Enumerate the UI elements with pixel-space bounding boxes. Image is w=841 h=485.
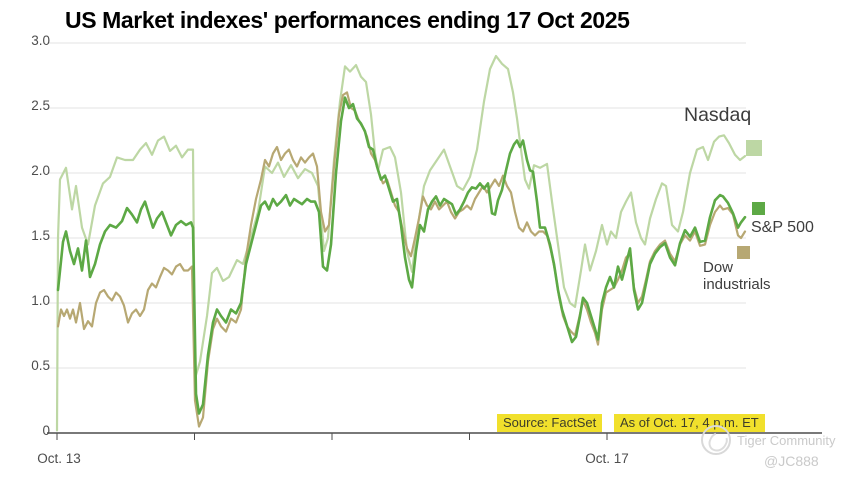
s-p-500-line xyxy=(56,96,747,415)
tiger-community-logo xyxy=(701,425,731,455)
asof-badge: As of Oct. 17, 4 p.m. ET xyxy=(614,414,765,432)
y-axis-label-0: 0 xyxy=(42,423,50,438)
nasdaq-line xyxy=(55,54,747,432)
y-axis-label-1.5: 1.5 xyxy=(31,228,50,243)
x-axis-label-oct13: Oct. 13 xyxy=(37,451,81,466)
dow-legend-swatch xyxy=(737,246,750,259)
source-badge: Source: FactSet xyxy=(497,414,603,432)
y-axis-label-0.5: 0.5 xyxy=(31,358,50,373)
legend-label-dow: Dow industrials xyxy=(703,259,771,293)
x-axis-label-oct17: Oct. 17 xyxy=(585,451,629,466)
y-axis-label-3.0: 3.0 xyxy=(31,33,50,48)
legend-label-sp500: S&P 500 xyxy=(751,219,814,236)
y-axis-label-2.5: 2.5 xyxy=(31,98,50,113)
watermark-brand: Tiger Community xyxy=(737,433,836,448)
dow-industrials-line xyxy=(56,91,747,428)
legend-label-nasdaq: Nasdaq xyxy=(684,104,752,126)
y-axis-label-1.0: 1.0 xyxy=(31,293,50,308)
sp500-legend-swatch xyxy=(752,202,765,215)
chart-title: US Market indexes' performances ending 1… xyxy=(65,7,630,33)
watermark-handle: @JC888 xyxy=(764,453,819,469)
y-axis-label-2.0: 2.0 xyxy=(31,163,50,178)
nasdaq-legend-swatch xyxy=(746,140,762,156)
